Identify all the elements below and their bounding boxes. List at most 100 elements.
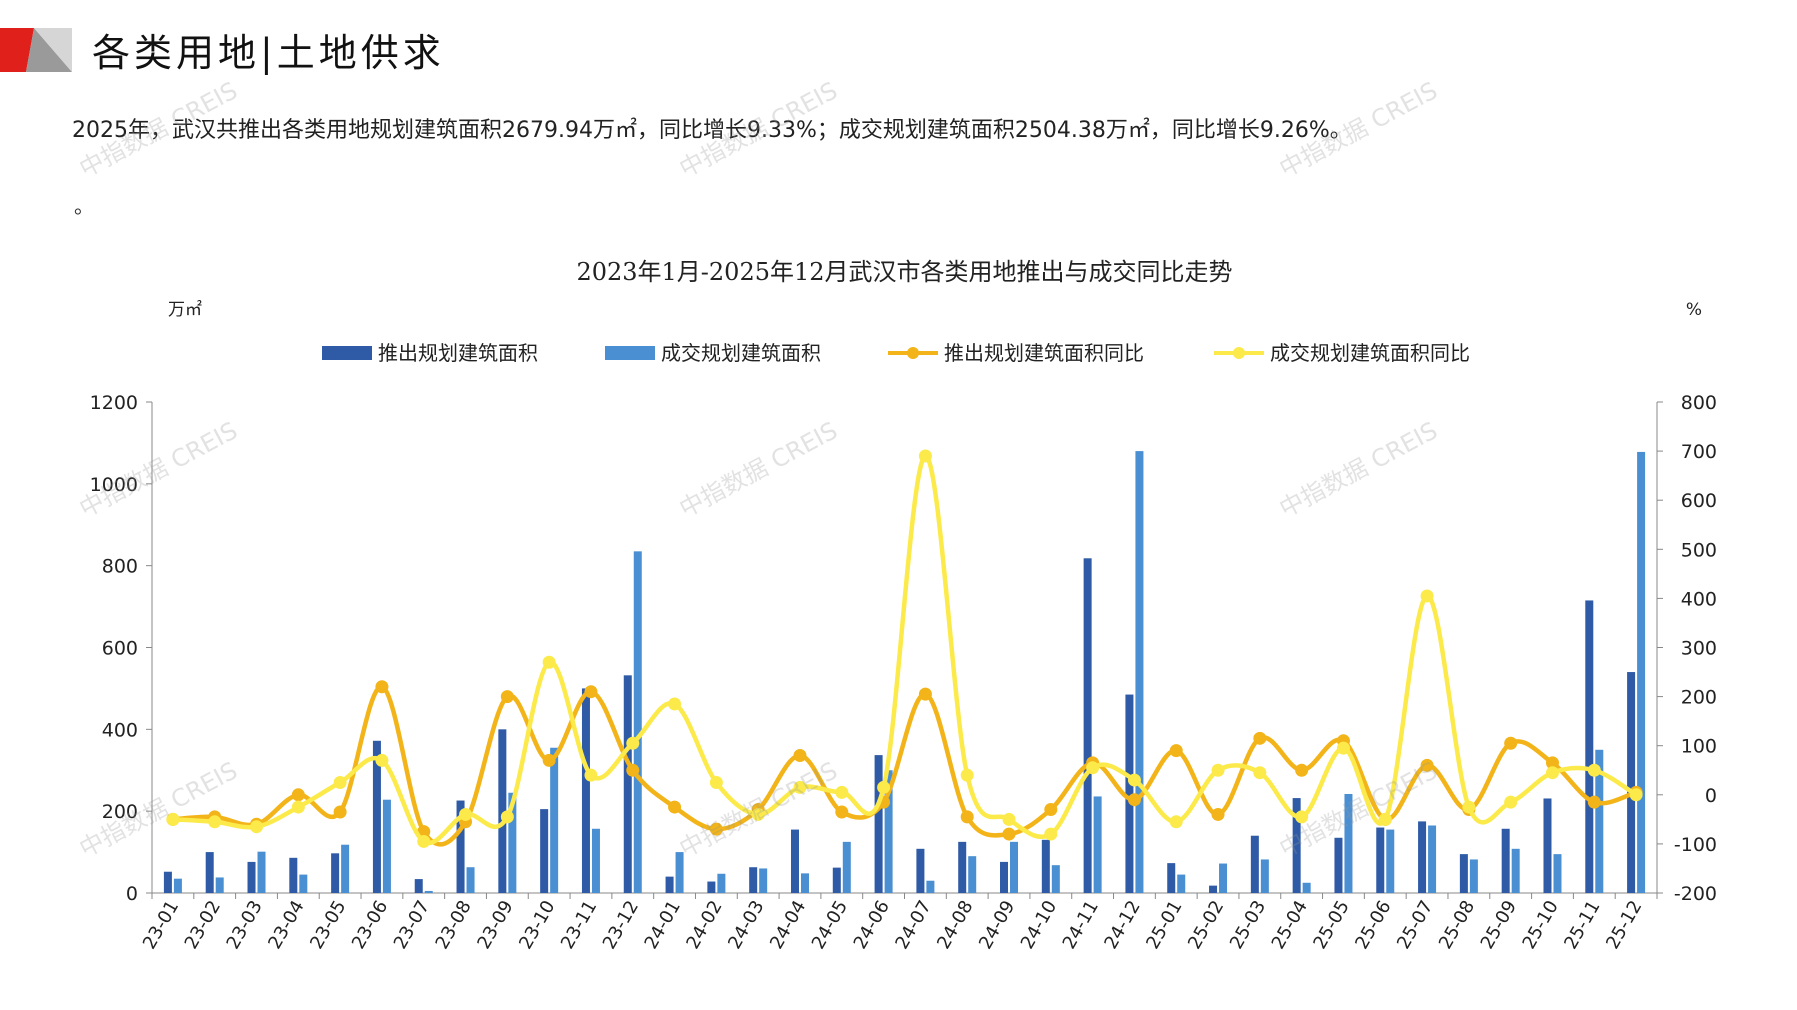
x-tick-label: 23-07 — [390, 897, 434, 953]
x-tick-label: 25-04 — [1268, 897, 1312, 953]
deal-area-bar — [1595, 749, 1604, 893]
deal-yoy-point — [417, 834, 431, 848]
supply-area-bar — [1167, 863, 1176, 893]
supply-area-bar — [1125, 694, 1134, 893]
x-tick-label: 24-06 — [850, 897, 894, 953]
x-tick-label: 25-11 — [1560, 897, 1604, 953]
deal-area-bar — [508, 792, 517, 893]
supply-yoy-point — [1295, 763, 1309, 777]
x-tick-label: 25-08 — [1435, 897, 1479, 953]
supply-area-bar — [1334, 837, 1343, 893]
x-tick-label: 23-10 — [515, 897, 559, 953]
supply-area-bar — [1250, 835, 1259, 893]
supply-yoy-point — [1587, 795, 1601, 809]
supply-yoy-point — [333, 805, 347, 819]
right-tick-label: 500 — [1681, 539, 1717, 561]
supply-area-bar — [1501, 828, 1510, 893]
deal-yoy-point — [1378, 812, 1392, 826]
deal-yoy-point — [500, 810, 514, 824]
deal-area-bar — [1051, 865, 1060, 893]
deal-yoy-point — [291, 800, 305, 814]
deal-area-bar — [550, 747, 559, 893]
deal-yoy-point — [1545, 766, 1559, 780]
summary-text: 2025年，武汉共推出各类用地规划建筑面积2679.94万㎡，同比增长9.33%… — [72, 118, 1352, 143]
deal-yoy-point — [793, 780, 807, 794]
deal-yoy-point — [1086, 761, 1100, 775]
supply-area-bar — [1585, 600, 1594, 893]
deal-area-bar — [257, 851, 266, 893]
deal-area-bar — [968, 856, 977, 893]
supply-area-bar — [1627, 672, 1636, 893]
deal-yoy-point — [375, 753, 389, 767]
x-tick-label: 25-02 — [1184, 897, 1228, 953]
page-title: 各类用地|土地供求 — [92, 31, 445, 75]
supply-yoy-point — [375, 680, 389, 694]
deal-area-bar — [1637, 451, 1646, 893]
supply-area-bar — [832, 867, 841, 893]
deal-area-bar — [1177, 874, 1186, 893]
supply-yoy-point — [626, 763, 640, 777]
x-tick-label: 23-05 — [306, 897, 350, 953]
x-tick-label: 24-08 — [933, 897, 977, 953]
supply-area-bar — [372, 740, 381, 893]
right-tick-label: 0 — [1705, 785, 1717, 807]
supply-yoy-point — [1504, 736, 1518, 750]
deal-area-bar — [215, 877, 224, 893]
supply-area-bar — [1083, 558, 1092, 893]
x-tick-label: 24-12 — [1100, 897, 1144, 953]
supply-area-bar — [1292, 798, 1301, 893]
deal-area-bar — [1344, 793, 1353, 893]
supply-yoy-point — [1420, 758, 1434, 772]
deal-yoy-point — [751, 807, 765, 821]
right-tick-label: 300 — [1681, 638, 1717, 660]
supply-yoy-point — [709, 822, 723, 836]
supply-area-bar — [916, 848, 925, 893]
supply-yoy-point — [835, 805, 849, 819]
deal-area-bar — [1135, 451, 1144, 893]
supply-yoy-point — [500, 690, 514, 704]
brand-logo-icon — [0, 28, 72, 72]
deal-yoy-point — [835, 785, 849, 799]
trailing-punctuation: 。 — [74, 194, 94, 218]
supply-yoy-point — [1002, 827, 1016, 841]
x-tick-label: 25-06 — [1351, 897, 1395, 953]
deal-area-bar — [424, 890, 433, 893]
deal-yoy-line — [172, 453, 1638, 846]
supply-area-bar — [623, 675, 632, 893]
deal-area-bar — [759, 868, 768, 893]
legend-marker — [907, 347, 919, 359]
x-tick-label: 23-11 — [557, 897, 601, 953]
deal-area-bar — [1511, 848, 1520, 893]
supply-area-bar — [414, 879, 423, 893]
supply-yoy-point — [960, 810, 974, 824]
x-tick-label: 25-12 — [1602, 897, 1646, 953]
x-tick-label: 23-08 — [432, 897, 476, 953]
deal-yoy-point — [1462, 800, 1476, 814]
supply-yoy-point — [668, 800, 682, 814]
supply-area-bar — [331, 853, 340, 893]
x-tick-label: 23-03 — [223, 897, 267, 953]
supply-area-bar — [247, 861, 256, 893]
deal-area-bar — [842, 841, 851, 893]
right-tick-label: 400 — [1681, 588, 1717, 610]
supply-area-bar — [456, 800, 465, 893]
supply-area-bar — [665, 876, 674, 893]
deal-yoy-point — [208, 815, 222, 829]
legend-swatch — [605, 346, 655, 360]
supply-area-bar — [1543, 798, 1552, 893]
legend-marker — [1233, 347, 1245, 359]
x-tick-label: 24-03 — [724, 897, 768, 953]
deal-area-bar — [341, 844, 350, 893]
deal-yoy-point — [1002, 812, 1016, 826]
left-axis-unit: 万㎡ — [168, 300, 202, 320]
x-tick-label: 25-05 — [1309, 897, 1353, 953]
deal-area-bar — [299, 874, 308, 893]
supply-yoy-point — [291, 788, 305, 802]
deal-yoy-point — [1629, 788, 1643, 802]
supply-yoy-point — [1127, 793, 1141, 807]
supply-area-bar — [1041, 839, 1050, 893]
supply-area-bar — [581, 688, 590, 893]
supply-area-bar — [790, 829, 799, 893]
supply-area-bar — [540, 809, 549, 893]
